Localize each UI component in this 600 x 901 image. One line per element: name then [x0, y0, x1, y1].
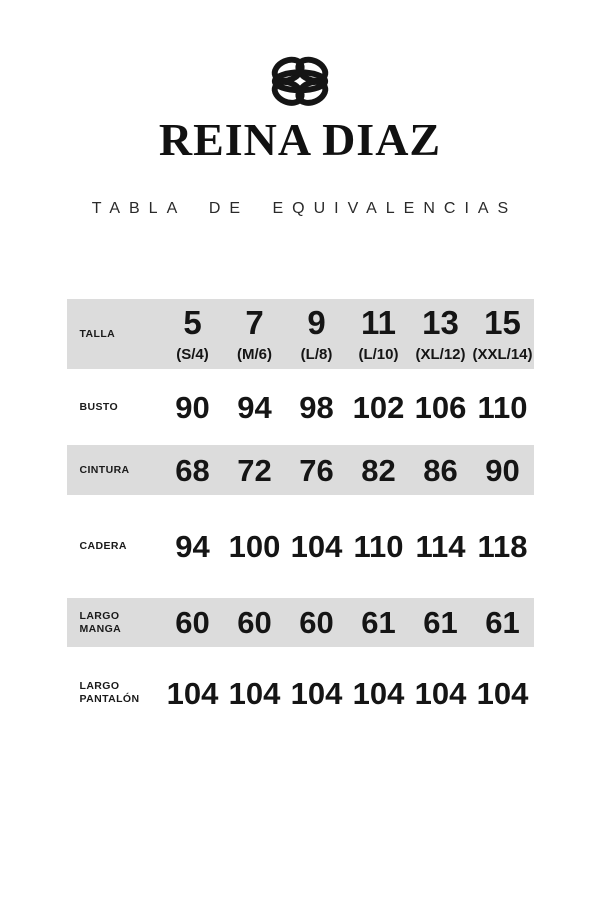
knot-logo-icon — [271, 56, 329, 106]
cadera-cells: 94 100 104 110 114 118 — [162, 531, 534, 562]
row-label-text: LARGO — [79, 680, 120, 693]
value-cell: 104 — [290, 675, 343, 711]
brand-name: REINA DIAZ — [158, 114, 442, 165]
value-cell: 61 — [361, 605, 396, 641]
value-cell: 72 — [237, 452, 272, 488]
size-number: 13 — [422, 303, 459, 341]
value-cell: 60 — [299, 605, 334, 641]
value-cell: 60 — [237, 605, 272, 641]
value-cell: 118 — [477, 529, 528, 565]
table-row-largo-pantalon: LARGO PANTALÓN 104 104 104 104 104 104 — [67, 647, 534, 739]
row-label-talla: TALLA — [79, 327, 116, 340]
value-cell: 106 — [414, 389, 467, 425]
value-cell: 90 — [175, 389, 210, 425]
value-cell: 104 — [414, 675, 467, 711]
value-cell: 76 — [299, 452, 334, 488]
size-cell: 11 (L/10) — [348, 306, 410, 363]
size-cell: 15 (XXL/14) — [472, 306, 534, 363]
value-cell: 100 — [228, 529, 281, 565]
size-number: 15 — [484, 303, 521, 341]
row-label-cadera: CADERA — [67, 540, 162, 553]
equivalence-table: TALLA 5 (S/4) 7 (M/6) 9 (L/8) 11 (L/10) — [0, 299, 600, 739]
value-cell: 68 — [175, 452, 210, 488]
value-cell: 86 — [423, 452, 458, 488]
value-cell: 104 — [290, 529, 343, 565]
value-cell: 104 — [228, 675, 281, 711]
size-cell: 13 (XL/12) — [410, 306, 472, 363]
row-label-text: BUSTO — [79, 400, 119, 413]
row-label-text: MANGA — [79, 622, 122, 635]
value-cell: 104 — [352, 675, 405, 711]
cintura-cells: 68 72 76 82 86 90 — [162, 455, 534, 486]
value-cell: 60 — [175, 605, 210, 641]
value-cell: 104 — [476, 675, 529, 711]
page-title: TABLA DE EQUIVALENCIAS — [91, 200, 518, 218]
row-label-text: CINTURA — [79, 463, 130, 476]
row-label-largo-manga: LARGO MANGA — [67, 610, 162, 636]
value-cell: 110 — [353, 529, 404, 565]
size-number: 7 — [245, 303, 264, 341]
table-row-busto: BUSTO 90 94 98 102 106 110 — [67, 369, 534, 445]
size-number: 5 — [183, 303, 202, 341]
value-cell: 102 — [352, 389, 405, 425]
value-cell: 82 — [361, 452, 396, 488]
size-cell: 7 (M/6) — [224, 306, 286, 363]
table-row-largo-manga: LARGO MANGA 60 60 60 61 61 61 — [66, 598, 534, 648]
table-row-talla: TALLA 5 (S/4) 7 (M/6) 9 (L/8) 11 (L/10) — [66, 299, 534, 370]
value-cell: 110 — [477, 389, 528, 425]
largo-pantalon-cells: 104 104 104 104 104 104 — [162, 678, 534, 709]
largo-manga-cells: 60 60 60 61 61 61 — [162, 607, 534, 638]
value-cell: 114 — [415, 529, 466, 565]
size-cell: 9 (L/8) — [286, 306, 348, 363]
value-cell: 94 — [237, 389, 272, 425]
value-cell: 98 — [299, 389, 334, 425]
size-equivalent: (XL/12) — [415, 345, 466, 363]
row-label-cintura: CINTURA — [67, 464, 162, 477]
size-number: 11 — [361, 303, 396, 341]
value-cell: 104 — [166, 675, 219, 711]
size-number: 9 — [307, 303, 326, 341]
table-row-cintura: CINTURA 68 72 76 82 86 90 — [66, 445, 534, 496]
brand-header: REINA DIAZ — [0, 0, 600, 164]
busto-cells: 90 94 98 102 106 110 — [162, 392, 534, 423]
size-equivalent: (L/8) — [300, 345, 333, 363]
row-label-text: LARGO — [79, 609, 120, 622]
talla-cells: 5 (S/4) 7 (M/6) 9 (L/8) 11 (L/10) 13 ( — [162, 306, 534, 363]
row-label-text: PANTALÓN — [79, 693, 140, 706]
row-label-text: CADERA — [79, 540, 127, 553]
size-equivalent: (XXL/14) — [472, 345, 533, 363]
row-label-largo-pantalon: LARGO PANTALÓN — [67, 680, 162, 706]
size-equivalent: (L/10) — [358, 345, 399, 363]
value-cell: 61 — [485, 605, 520, 641]
size-cell: 5 (S/4) — [162, 306, 224, 363]
value-cell: 94 — [175, 529, 210, 565]
row-label-busto: BUSTO — [67, 401, 162, 414]
value-cell: 90 — [485, 452, 520, 488]
value-cell: 61 — [423, 605, 458, 641]
size-equivalent: (S/4) — [176, 345, 209, 363]
size-equivalent: (M/6) — [237, 345, 272, 363]
table-row-cadera: CADERA 94 100 104 110 114 118 — [67, 495, 534, 598]
